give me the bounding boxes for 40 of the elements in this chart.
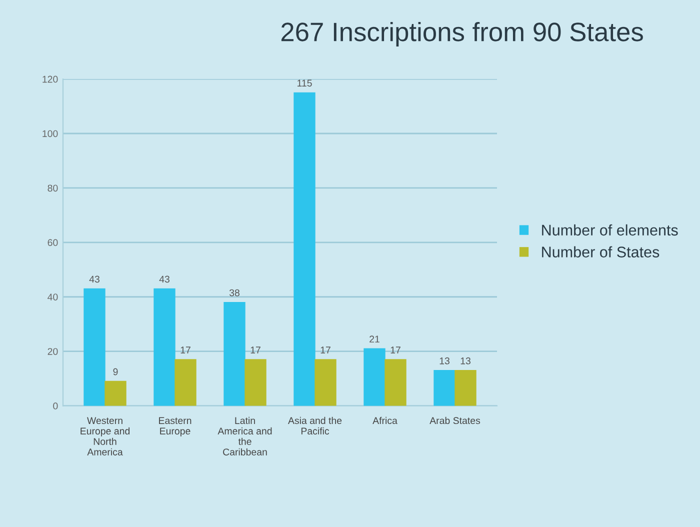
legend-label: Number of elements <box>542 224 678 236</box>
data-label: 43 <box>89 276 100 283</box>
bar <box>314 359 336 406</box>
bar <box>224 302 246 406</box>
data-label: 17 <box>320 346 330 354</box>
data-label: 17 <box>390 346 400 354</box>
data-label: 13 <box>440 357 450 364</box>
data-label: 13 <box>460 357 470 364</box>
bar <box>244 359 266 406</box>
x-tick-label: Eastern Europe <box>159 417 192 436</box>
x-tick-label: Western Europe and North America <box>80 417 130 456</box>
chart-title: 267 Inscriptions from 90 States <box>281 22 643 47</box>
bar <box>294 92 316 406</box>
data-label: 43 <box>159 276 170 283</box>
y-tick-label: 0 <box>53 402 58 410</box>
y-tick-label: 20 <box>48 348 58 355</box>
data-label: 21 <box>370 336 380 342</box>
data-label: 115 <box>297 80 312 87</box>
data-label: 17 <box>250 346 260 354</box>
bar <box>384 359 406 406</box>
y-tick-label: 120 <box>42 76 58 83</box>
bar <box>154 288 176 406</box>
y-tick-label: 100 <box>42 130 58 138</box>
bar <box>84 288 106 406</box>
y-tick-label: 80 <box>48 184 58 192</box>
bar <box>454 370 476 406</box>
x-tick-label: Asia and the Pacific <box>288 416 342 435</box>
bar <box>434 370 456 406</box>
bar <box>364 348 386 406</box>
data-label: 9 <box>113 368 118 376</box>
bar <box>104 380 126 406</box>
y-tick-label: 40 <box>48 294 58 300</box>
x-tick-label: Latin America and the Caribbean <box>218 416 272 456</box>
data-label: 17 <box>180 346 190 354</box>
y-tick-label: 60 <box>48 239 58 246</box>
data-label: 38 <box>229 289 240 296</box>
legend-label: Number of States <box>542 246 660 258</box>
x-tick-label: Arab States <box>430 416 480 424</box>
x-tick-label: Africa <box>372 416 398 424</box>
bar <box>174 359 196 406</box>
